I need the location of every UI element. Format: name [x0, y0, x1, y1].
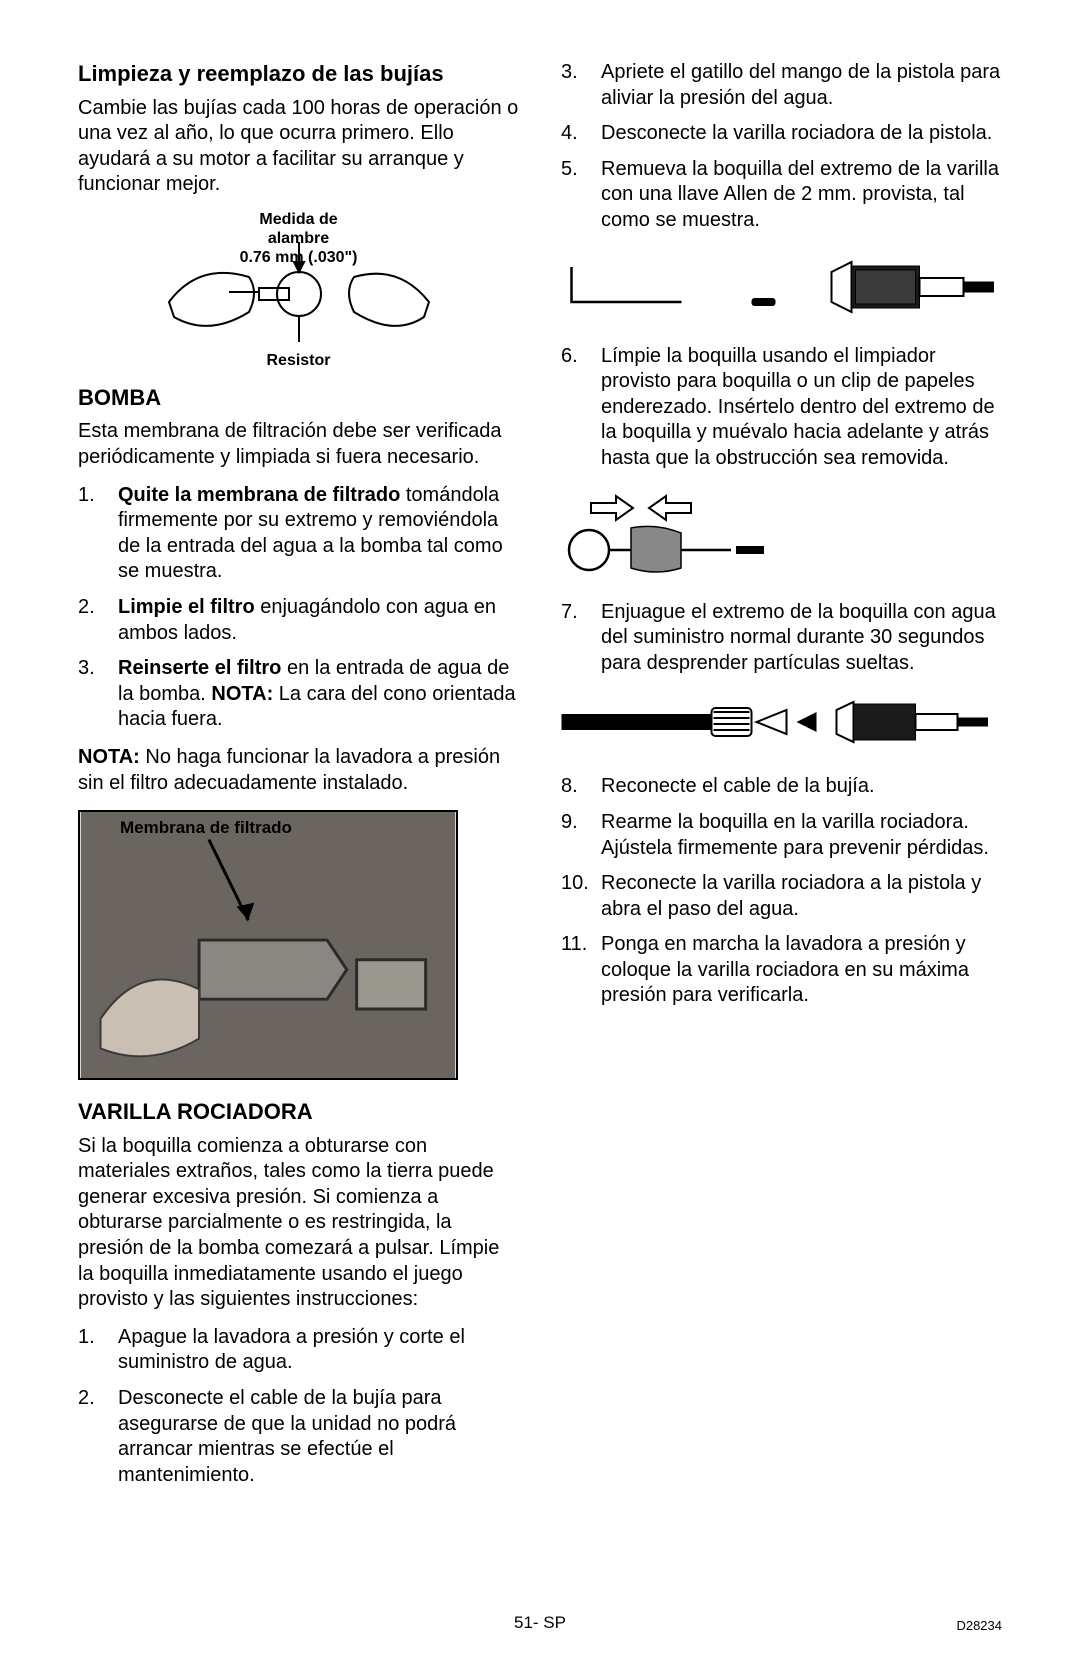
step-text: Enjuague el extremo de la boquilla con a… — [601, 600, 1002, 677]
varilla-step-5: 5. Remueva la boquilla del extremo de la… — [561, 157, 1002, 234]
step-text: Rearme la boquilla en la varilla rociado… — [601, 810, 1002, 861]
figure-allen-key-nozzle — [561, 252, 1002, 322]
filter-caption: Membrana de filtrado — [120, 818, 292, 838]
varilla-steps-left: 1. Apague la lavadora a presión y corte … — [78, 1325, 519, 1489]
step-number: 10. — [561, 871, 601, 922]
step-text: Limpie el filtro enjuagándolo con agua e… — [118, 595, 519, 646]
step-bold: Reinserte el filtro — [118, 657, 281, 679]
step-text: Desconecte el cable de la bujía para ase… — [118, 1386, 519, 1488]
para-spark-plug: Cambie las bujías cada 100 horas de oper… — [78, 96, 519, 198]
para-varilla: Si la boquilla comienza a obturarse con … — [78, 1134, 519, 1313]
heading-bomba: BOMBA — [78, 384, 519, 412]
step-number: 8. — [561, 774, 601, 800]
step-text: Apriete el gatillo del mango de la pisto… — [601, 60, 1002, 111]
step-text: Quite la membrana de filtrado tomándola … — [118, 483, 519, 585]
bomba-steps: 1. Quite la membrana de filtrado tomándo… — [78, 483, 519, 733]
step-bold: Limpie el filtro — [118, 596, 255, 618]
step-bold: Quite la membrana de filtrado — [118, 484, 400, 506]
step-text: Remueva la boquilla del extremo de la va… — [601, 157, 1002, 234]
step-number: 1. — [78, 1325, 118, 1376]
step-number: 3. — [78, 656, 118, 733]
bomba-step-2: 2. Limpie el filtro enjuagándolo con agu… — [78, 595, 519, 646]
step-number: 7. — [561, 600, 601, 677]
right-column: 3. Apriete el gatillo del mango de la pi… — [561, 60, 1002, 1500]
two-column-layout: Limpieza y reemplazo de las bujías Cambi… — [78, 60, 1002, 1500]
step-text: Ponga en marcha la lavadora a presión y … — [601, 932, 1002, 1009]
step-text: Reinserte el filtro en la entrada de agu… — [118, 656, 519, 733]
rinse-illustration — [561, 692, 1002, 752]
heading-varilla: VARILLA ROCIADORA — [78, 1098, 519, 1126]
note-bold: NOTA: — [78, 746, 140, 768]
note-rest: No haga funcionar la lavadora a presión … — [78, 746, 500, 794]
filter-photo-box: Membrana de filtrado — [78, 810, 458, 1080]
step-number: 2. — [78, 595, 118, 646]
varilla-step-7: 7. Enjuague el extremo de la boquilla co… — [561, 600, 1002, 677]
varilla-step-10: 10. Reconecte la varilla rociadora a la … — [561, 871, 1002, 922]
varilla-steps-right-d: 8. Reconecte el cable de la bujía. 9. Re… — [561, 774, 1002, 1009]
varilla-step-9: 9. Rearme la boquilla en la varilla roci… — [561, 810, 1002, 861]
figure-filter-membrane: Membrana de filtrado — [78, 810, 458, 1080]
step-text: Desconecte la varilla rociadora de la pi… — [601, 121, 1002, 147]
document-code: D28234 — [956, 1618, 1002, 1633]
step-text: Apague la lavadora a presión y corte el … — [118, 1325, 519, 1376]
step-number: 4. — [561, 121, 601, 147]
varilla-step-6: 6. Límpie la boquilla usando el limpiado… — [561, 344, 1002, 472]
step-note: NOTA: — [211, 683, 273, 705]
step-number: 3. — [561, 60, 601, 111]
step-text: Límpie la boquilla usando el limpiador p… — [601, 344, 1002, 472]
step-number: 2. — [78, 1386, 118, 1488]
varilla-step-1: 1. Apague la lavadora a presión y corte … — [78, 1325, 519, 1376]
varilla-step-11: 11. Ponga en marcha la lavadora a presió… — [561, 932, 1002, 1009]
left-column: Limpieza y reemplazo de las bujías Cambi… — [78, 60, 519, 1500]
bomba-step-3: 3. Reinserte el filtro en la entrada de … — [78, 656, 519, 733]
figure-label-resistor: Resistor — [266, 351, 330, 370]
step-number: 5. — [561, 157, 601, 234]
heading-spark-plug: Limpieza y reemplazo de las bujías — [78, 60, 519, 88]
varilla-steps-right-a: 3. Apriete el gatillo del mango de la pi… — [561, 60, 1002, 234]
varilla-step-8: 8. Reconecte el cable de la bujía. — [561, 774, 1002, 800]
figure-spark-plug: Medida de alambre 0.76 mm (.030") Resist… — [159, 210, 439, 370]
page-footer: 51- SP — [0, 1613, 1080, 1633]
step-number: 1. — [78, 483, 118, 585]
step-text: Reconecte el cable de la bujía. — [601, 774, 1002, 800]
bomba-note: NOTA: No haga funcionar la lavadora a pr… — [78, 745, 519, 796]
clip-illustration — [561, 488, 771, 578]
step-number: 11. — [561, 932, 601, 1009]
varilla-steps-right-b: 6. Límpie la boquilla usando el limpiado… — [561, 344, 1002, 472]
step-number: 6. — [561, 344, 601, 472]
bomba-step-1: 1. Quite la membrana de filtrado tomándo… — [78, 483, 519, 585]
step-text: Reconecte la varilla rociadora a la pist… — [601, 871, 1002, 922]
varilla-steps-right-c: 7. Enjuague el extremo de la boquilla co… — [561, 600, 1002, 677]
spark-plug-illustration — [159, 242, 439, 342]
varilla-step-3: 3. Apriete el gatillo del mango de la pi… — [561, 60, 1002, 111]
figure-rinse-nozzle — [561, 692, 1002, 752]
varilla-step-2: 2. Desconecte el cable de la bujía para … — [78, 1386, 519, 1488]
figure-clip-cleaning — [561, 488, 771, 578]
allen-key-illustration — [561, 252, 1002, 322]
step-number: 9. — [561, 810, 601, 861]
filter-illustration — [80, 812, 456, 1078]
para-bomba: Esta membrana de filtración debe ser ver… — [78, 419, 519, 470]
varilla-step-4: 4. Desconecte la varilla rociadora de la… — [561, 121, 1002, 147]
